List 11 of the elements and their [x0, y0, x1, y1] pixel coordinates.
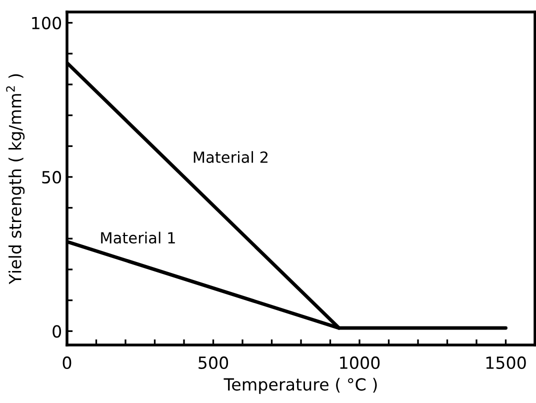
x-tick-label: 1000 [340, 356, 380, 370]
y-tick-label: 50 [42, 170, 62, 184]
y-tick-label: 0 [52, 325, 62, 338]
series-label: Material 1 [101, 232, 175, 244]
y-tick-label: 100 [32, 16, 62, 30]
y-axis-title: Yield strength ( kg/mm$^{2}$ ) [6, 74, 25, 284]
x-tick-label: 500 [198, 356, 228, 370]
x-tick-label: 0 [62, 356, 72, 370]
x-tick-label: 1500 [486, 356, 526, 370]
x-axis-title: Temperature ( °C ) [224, 378, 377, 394]
series-label: Material 2 [194, 151, 268, 163]
